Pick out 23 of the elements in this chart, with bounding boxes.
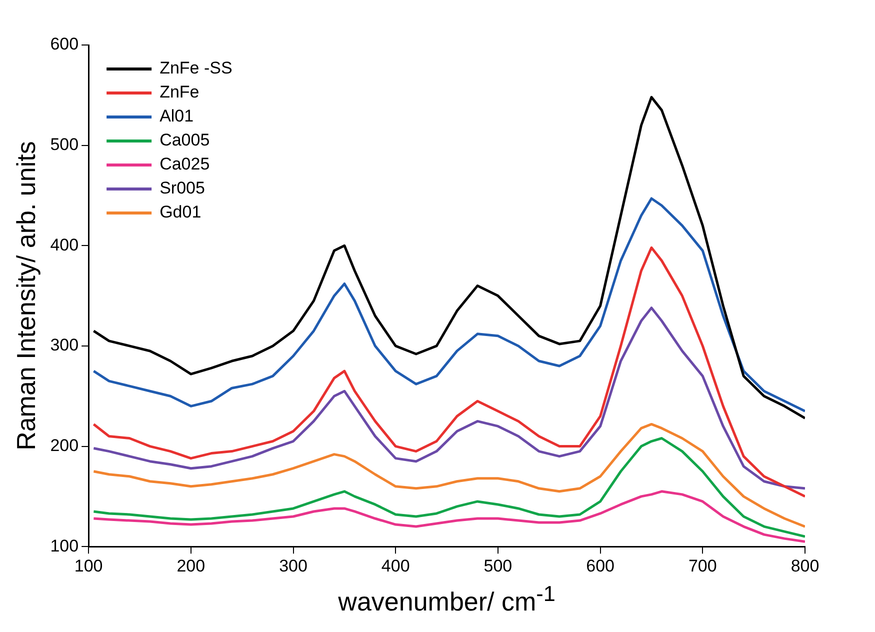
legend-label: Ca005 <box>160 130 210 150</box>
x-tick-label: 700 <box>688 556 717 576</box>
y-tick-label: 100 <box>50 536 79 556</box>
x-tick-label: 400 <box>381 556 410 576</box>
y-tick-label: 300 <box>50 336 79 355</box>
y-tick-label: 600 <box>50 34 79 54</box>
x-axis-title: wavenumber/ cm$^{-1}$ <box>338 580 556 618</box>
x-tick-label: 800 <box>790 556 820 576</box>
y-tick-label: 200 <box>50 436 79 455</box>
x-tick-label: 300 <box>279 556 308 576</box>
y-tick-label: 500 <box>50 135 79 154</box>
x-tick-label: 600 <box>586 556 614 576</box>
x-tick-label: 200 <box>176 556 206 576</box>
y-tick-label: 400 <box>50 235 79 254</box>
legend-label: Sr005 <box>160 178 205 198</box>
legend-label: ZnFe -SS <box>160 58 232 78</box>
legend-label: ZnFe <box>160 82 200 102</box>
legend-label: Al01 <box>160 106 194 126</box>
x-tick-label: 500 <box>484 556 512 576</box>
x-tick-label: 100 <box>74 556 103 576</box>
legend-label: Gd01 <box>160 202 202 222</box>
legend-label: Ca025 <box>160 154 210 174</box>
y-axis-title: Raman Intensity/ arb. units <box>10 141 41 450</box>
